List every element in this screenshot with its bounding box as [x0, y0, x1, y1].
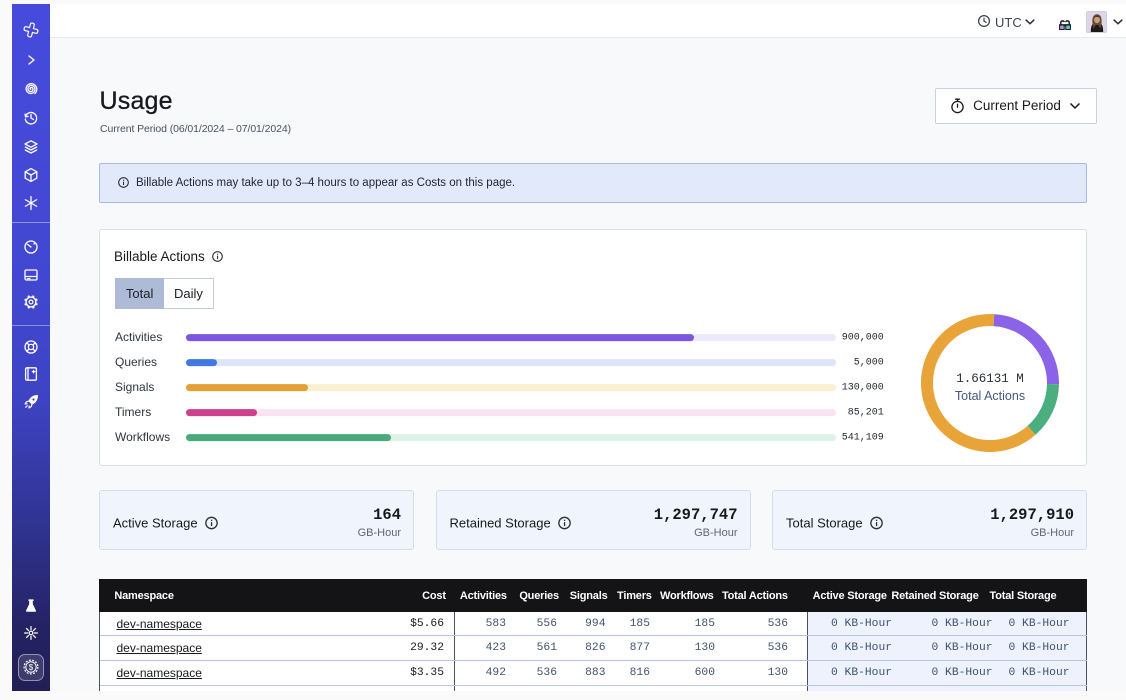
svg-text:$: $: [29, 663, 34, 672]
